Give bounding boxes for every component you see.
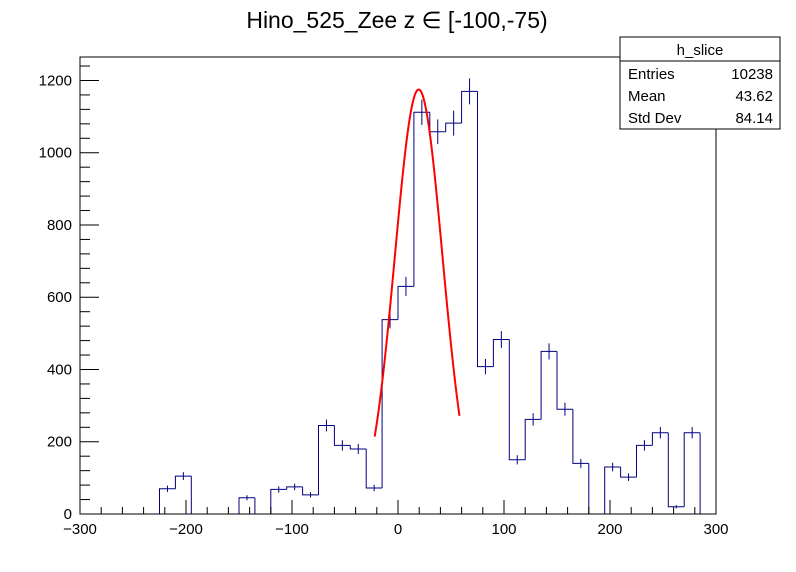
y-tick-label: 600 (47, 289, 72, 306)
histogram-bin (286, 486, 303, 490)
histogram-bin (699, 432, 716, 515)
histogram-bin (159, 488, 176, 514)
histogram-bin (270, 488, 287, 514)
histogram-bin (333, 425, 351, 446)
histogram-bin (445, 122, 462, 132)
plot-area (143, 78, 716, 515)
y-tick-label: 400 (47, 361, 72, 378)
histogram-bin (604, 466, 621, 514)
stats-mean-value: 43.62 (735, 88, 773, 105)
histogram-bin (477, 91, 494, 368)
x-tick-label: 200 (597, 521, 622, 538)
chart-title: Hino_525_Zee z ∈ [-100,-75) (246, 7, 547, 33)
stats-box-title: h_slice (677, 42, 724, 59)
gaussian-fit-curve (373, 88, 461, 437)
histogram-bin (238, 497, 255, 514)
stats-stddev-value: 84.14 (735, 110, 773, 127)
x-tick-label: 300 (703, 521, 728, 538)
y-tick-label: 200 (47, 434, 72, 451)
histogram-bin (588, 463, 605, 515)
histogram-bin (492, 339, 510, 367)
stats-stddev-label: Std Dev (628, 110, 682, 127)
y-tick-label: 1200 (39, 72, 72, 89)
histogram-bin (397, 285, 414, 320)
x-tick-label: 0 (394, 521, 402, 538)
histogram-bin (461, 90, 478, 124)
x-tick-label: −100 (275, 521, 309, 538)
histogram-bin (190, 476, 208, 515)
y-tick-label: 1000 (39, 145, 72, 162)
x-tick-label: −300 (63, 521, 97, 538)
histogram-bin (636, 444, 653, 478)
histogram-bin (318, 424, 335, 495)
histogram-bin (683, 432, 701, 507)
histogram-bin (540, 350, 557, 420)
histogram-bin (651, 432, 669, 446)
stats-box: h_slice Entries 10238 Mean 43.62 Std Dev… (619, 36, 781, 130)
axes: −300 −200 −100 0 100 200 300 0 200 400 600 800 1000 1… (39, 56, 729, 538)
histogram-bin (381, 319, 398, 488)
histogram-bin (174, 475, 192, 489)
x-tick-label: −200 (169, 521, 203, 538)
histogram-bin (349, 445, 367, 450)
stats-mean-label: Mean (628, 88, 666, 105)
y-tick-label: 0 (64, 506, 72, 523)
histogram-bin (365, 448, 383, 489)
stats-box-frame (619, 36, 781, 130)
histogram-bin (572, 409, 589, 464)
histogram-bin (524, 418, 542, 460)
histogram-bin (254, 497, 271, 515)
histogram-bin (508, 339, 526, 461)
histogram-bin (620, 467, 637, 478)
y-tick-label: 800 (47, 217, 72, 234)
histogram-bin (302, 486, 319, 496)
histogram-bin (556, 351, 573, 410)
histogram-bin (667, 432, 685, 508)
stats-entries-value: 10238 (731, 66, 773, 83)
stats-entries-label: Entries (628, 66, 675, 83)
histogram-bin (413, 111, 430, 287)
x-tick-label: 100 (491, 521, 516, 538)
